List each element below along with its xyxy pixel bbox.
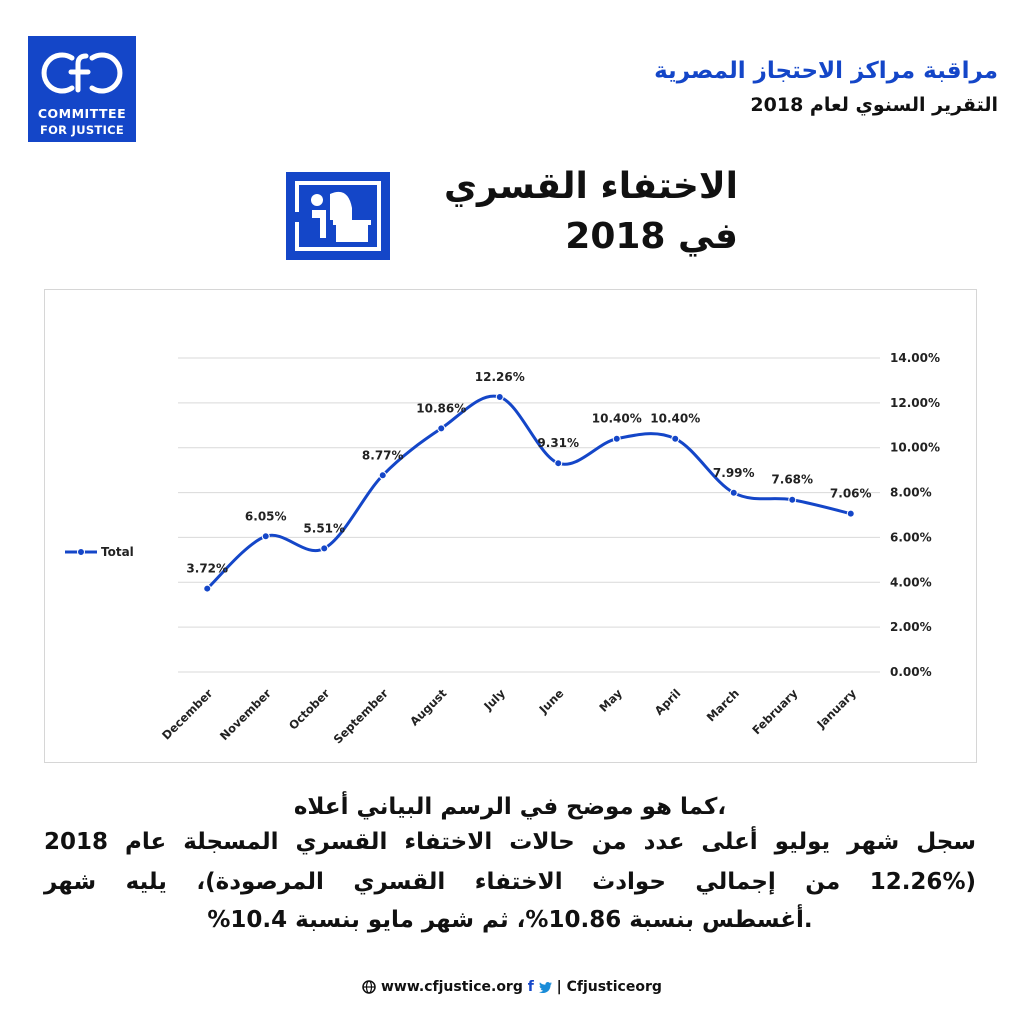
data-point — [612, 434, 621, 443]
data-point — [261, 532, 270, 541]
y-tick-label: 0.00% — [890, 665, 932, 679]
data-point — [729, 488, 738, 497]
x-category-label: July — [480, 686, 508, 714]
y-axis-ticks: 14.00% 12.00% 10.00% 8.00% 6.00% 4.00% 2.00% 0.… — [890, 351, 940, 679]
data-point — [554, 459, 563, 468]
committee-for-justice-logo: COMMITTEE FOR JUSTICE — [28, 36, 136, 142]
footer-separator: | — [556, 979, 562, 995]
x-category-label: November — [217, 686, 274, 743]
data-label: 7.99% — [713, 466, 755, 480]
data-label: 3.72% — [186, 562, 228, 576]
summary-line-4: .أغسطس بنسبة 10.86%، ثم شهر مايو بنسبة 1… — [207, 907, 813, 933]
social-handle[interactable]: Cfjusticeorg — [566, 979, 662, 995]
data-point — [203, 584, 212, 593]
x-category-label: October — [286, 686, 333, 733]
y-tick-label: 12.00% — [890, 396, 940, 410]
summary-line-1: ،كما هو موضح في الرسم البياني أعلاه — [293, 794, 727, 820]
data-label: 5.51% — [303, 521, 345, 535]
x-category-label: May — [596, 686, 625, 715]
data-label: 10.40% — [650, 412, 700, 426]
x-category-label: December — [159, 686, 216, 743]
facebook-icon[interactable]: f — [527, 979, 534, 995]
x-category-label: February — [749, 686, 800, 737]
footer: www.cfjustice.org f | Cfjusticeorg — [0, 979, 1024, 995]
detainee-desk-icon — [286, 172, 390, 260]
logo-text-line2: FOR JUSTICE — [39, 123, 125, 137]
data-point — [495, 393, 504, 402]
data-point — [846, 509, 855, 518]
y-tick-label: 4.00% — [890, 575, 932, 589]
y-tick-label: 6.00% — [890, 530, 932, 544]
topic-title: الاختفاء القسري — [444, 166, 738, 207]
legend-marker — [77, 548, 85, 556]
data-point — [788, 495, 797, 504]
y-tick-label: 10.00% — [890, 441, 940, 455]
data-label: 9.31% — [537, 436, 579, 450]
chart-legend: Total — [65, 545, 134, 559]
data-point — [671, 434, 680, 443]
data-label: 10.40% — [592, 412, 642, 426]
org-title: مراقبة مراكز الاحتجاز المصرية — [654, 58, 998, 84]
data-labels: 3.72% 6.05% 5.51% 8.77% 10.86% 12.26% 9.31% 10.… — [186, 370, 871, 576]
legend-label: Total — [101, 545, 134, 559]
data-point — [378, 471, 387, 480]
report-subtitle: التقرير السنوي لعام 2018 — [750, 94, 998, 116]
logo-text-line1: COMMITTEE — [37, 106, 127, 121]
summary-line-2: سجل شهر يوليو أعلى عدد من حالات الاختفاء… — [44, 829, 976, 855]
chart-grid — [178, 357, 880, 673]
y-tick-label: 14.00% — [890, 351, 940, 365]
twitter-icon[interactable] — [534, 979, 557, 995]
data-label: 10.86% — [416, 401, 466, 415]
y-tick-label: 2.00% — [890, 620, 932, 634]
line-chart-panel: 14.00% 12.00% 10.00% 8.00% 6.00% 4.00% 2.00% 0.… — [44, 289, 977, 763]
data-point — [320, 544, 329, 553]
website-link[interactable]: www.cfjustice.org — [381, 979, 523, 995]
x-category-label: April — [652, 686, 684, 718]
data-label: 7.68% — [771, 473, 813, 487]
cfj-logo-mark-icon — [41, 52, 123, 94]
x-category-label: June — [536, 686, 567, 717]
data-label: 8.77% — [362, 448, 404, 462]
data-point — [437, 424, 446, 433]
x-category-label: August — [407, 686, 450, 729]
series-points — [203, 393, 855, 593]
x-category-label: March — [704, 686, 742, 724]
x-category-label: January — [813, 686, 859, 732]
data-label: 7.06% — [830, 487, 872, 501]
y-tick-label: 8.00% — [890, 486, 932, 500]
data-label: 6.05% — [245, 509, 287, 523]
globe-icon — [362, 979, 381, 995]
topic-year: في 2018 — [565, 216, 738, 257]
x-category-label: September — [331, 686, 392, 747]
summary-line-3: (12.26% من إجمالي حوادث الاختفاء القسري … — [44, 869, 976, 895]
data-label: 12.26% — [475, 370, 525, 384]
line-chart: 14.00% 12.00% 10.00% 8.00% 6.00% 4.00% 2.00% 0.… — [65, 351, 940, 747]
